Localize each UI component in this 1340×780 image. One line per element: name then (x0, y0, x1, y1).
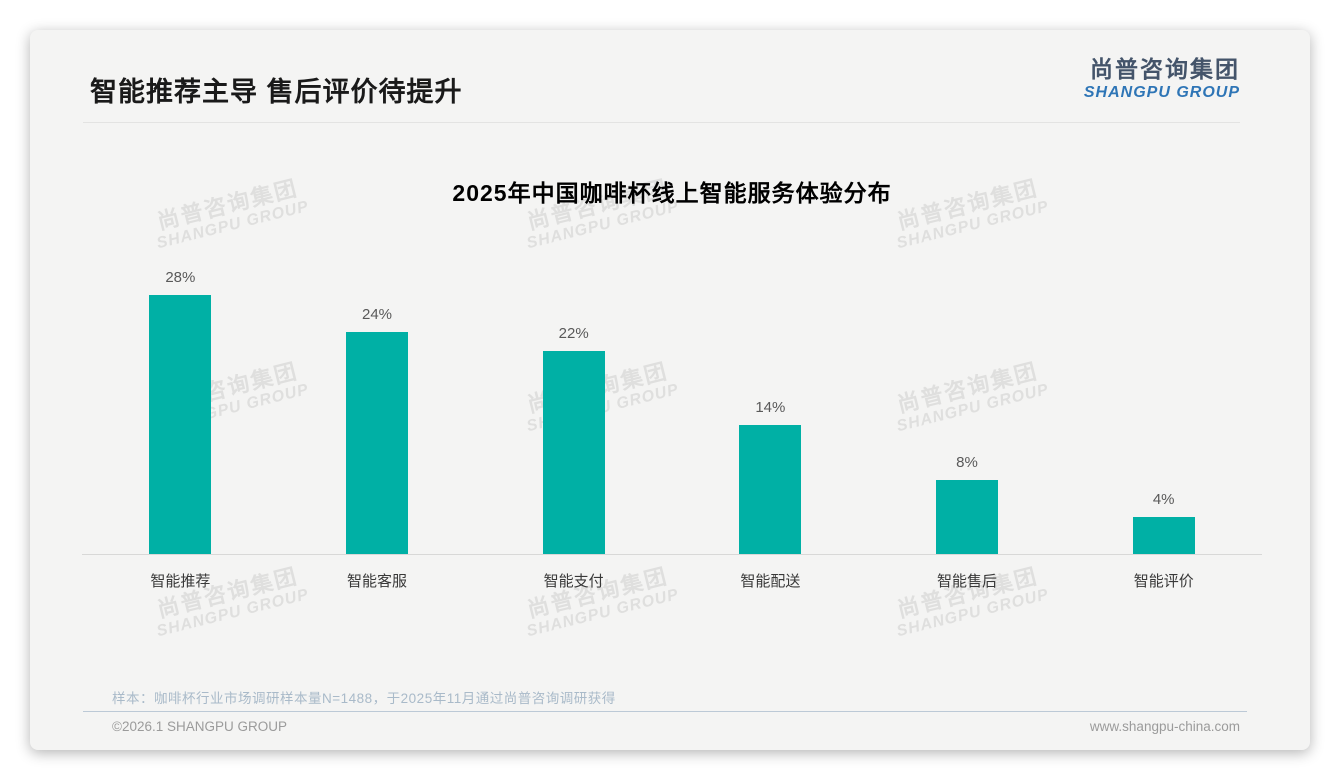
bar-column: 22% (475, 265, 672, 554)
x-axis-category-labels: 智能推荐 智能客服 智能支付 智能配送 智能售后 智能评价 (82, 570, 1262, 591)
bar (936, 480, 999, 554)
x-axis-tick-label: 智能评价 (1133, 573, 1194, 590)
watermark-english-text: SHANGPU GROUP (155, 586, 311, 641)
bar-column: 8% (869, 265, 1066, 554)
bar-value-label: 8% (956, 454, 978, 471)
bar-value-label: 24% (361, 306, 393, 323)
bar (346, 332, 408, 554)
watermark-english-text: SHANGPU GROUP (525, 586, 681, 641)
bar (739, 424, 802, 554)
watermark-chinese-text: 尚普咨询集团 (524, 563, 671, 623)
bar-chart-plot-area: 28% 24% 22% 14% 8% 4% (82, 265, 1262, 555)
x-axis-tick-label: 智能推荐 (150, 573, 211, 590)
logo-english-text: SHANGPU GROUP (1083, 83, 1240, 101)
slide: 尚普咨询集团 SHANGPU GROUP 尚普咨询集团 SHANGPU GROUP 尚普… (30, 30, 1310, 750)
bar-value-label: 4% (1152, 491, 1175, 508)
x-axis-tick-label: 智能配送 (740, 573, 801, 590)
watermark-english-text: SHANGPU GROUP (895, 586, 1051, 641)
bar-column: 24% (279, 265, 476, 554)
bar-column: 14% (672, 265, 869, 554)
sample-note: 样本：咖啡杯行业市场调研样本量N=1488，于2025年11月通过尚普咨询调研获… (112, 691, 616, 706)
bar-value-label: 22% (558, 324, 589, 342)
footer: ©2026.1 SHANGPU GROUP www.shangpu-china.… (112, 719, 1240, 734)
bar-value-label: 28% (165, 269, 196, 286)
bar (149, 295, 212, 554)
bar (542, 350, 605, 554)
x-axis-tick-label: 智能售后 (937, 573, 998, 590)
watermark-chinese-text: 尚普咨询集团 (154, 563, 301, 623)
logo-chinese-text: 尚普咨询集团 (1090, 56, 1240, 82)
page-title: 智能推荐主导 售后评价待提升 (90, 77, 463, 107)
footer-website-url: www.shangpu-china.com (1089, 719, 1240, 734)
bar-value-label: 14% (755, 398, 786, 416)
bar-column: 28% (82, 265, 279, 554)
chart-title: 2025年中国咖啡杯线上智能服务体验分布 (452, 180, 892, 206)
footer-divider (83, 711, 1247, 712)
bar-column: 4% (1065, 265, 1262, 554)
bar (1132, 517, 1195, 554)
header-divider (83, 122, 1240, 123)
company-logo: 尚普咨询集团 SHANGPU GROUP (1084, 56, 1240, 101)
x-axis-tick-label: 智能支付 (543, 573, 604, 590)
watermark-chinese-text: 尚普咨询集团 (894, 563, 1041, 623)
x-axis-tick-label: 智能客服 (347, 573, 408, 590)
footer-copyright: ©2026.1 SHANGPU GROUP (112, 719, 288, 734)
